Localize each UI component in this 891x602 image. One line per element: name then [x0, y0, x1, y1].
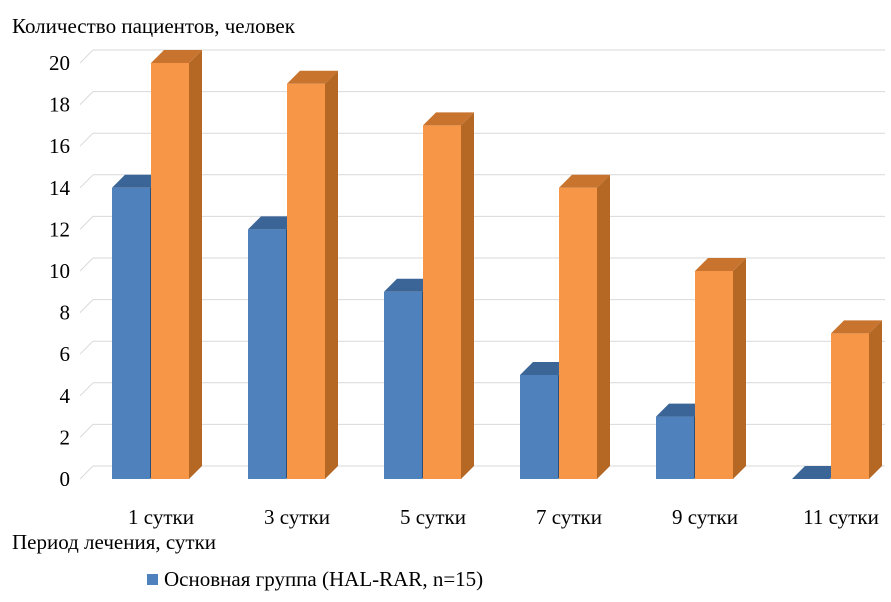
bar-series-1-1	[112, 187, 150, 480]
bar-series-2-5	[695, 271, 733, 479]
bar-series-2-6-top	[831, 320, 882, 334]
gridline-side	[79, 465, 94, 480]
gridline-side	[79, 382, 94, 397]
gridline-side	[79, 91, 94, 105]
y-tick-label: 8	[60, 301, 71, 325]
y-tick-label: 12	[49, 217, 70, 241]
y-tick-label: 4	[60, 384, 71, 408]
gridline-side	[79, 257, 94, 272]
bar-series-2-3-side	[461, 112, 474, 480]
x-axis-label: Период лечения, сутки	[12, 530, 217, 554]
gridline-side	[79, 424, 94, 438]
bar-series-2-2-side	[325, 70, 338, 480]
x-tick-label: 9 сутки	[672, 505, 738, 529]
bar-series-1-2-top	[248, 216, 299, 230]
legend: Основная группа (HAL-RAR, n=15)	[147, 567, 483, 592]
y-tick-label: 0	[60, 467, 71, 491]
bar-series-2-3-top	[423, 112, 474, 126]
x-tick-label: 11 сутки	[803, 505, 879, 529]
bar-series-1-1-top	[112, 174, 163, 188]
bar-series-2-4-side	[597, 174, 610, 480]
gridline-side	[79, 340, 94, 355]
bar-series-2-2-top	[287, 70, 338, 84]
y-axis-label: Количество пациентов, человек	[12, 14, 295, 38]
bar-series-2-6	[831, 333, 869, 479]
bar-series-2-1	[151, 63, 189, 479]
y-tick-label: 18	[49, 93, 70, 117]
x-tick-label: 3 сутки	[264, 505, 330, 529]
bar-series-1-5	[656, 416, 694, 479]
bar-series-2-6-side	[869, 320, 882, 479]
bar-series-2-4-top	[559, 174, 610, 188]
bar-series-2-5-top	[695, 258, 746, 271]
bar-series-1-2	[248, 229, 286, 479]
y-tick-label: 6	[60, 342, 71, 366]
gridline-side	[79, 174, 94, 189]
bar-series-1-6-top	[792, 466, 843, 479]
bar-series-1-5-top	[656, 403, 707, 417]
x-tick-label: 7 сутки	[536, 505, 602, 529]
bar-series-2-1-top	[151, 50, 202, 63]
gridline-side	[79, 216, 94, 230]
gridline-side	[79, 299, 94, 313]
y-tick-label: 10	[49, 259, 70, 283]
bar-series-1-3	[384, 291, 422, 479]
legend-label-series-1: Основная группа (HAL-RAR, n=15)	[164, 567, 484, 591]
y-tick-label: 14	[49, 176, 71, 200]
y-tick-label: 16	[49, 134, 70, 158]
x-tick-label: 1 сутки	[128, 505, 194, 529]
bar-series-2-2	[287, 83, 325, 480]
bar-series-2-3	[423, 125, 461, 480]
bar-series-2-1-side	[189, 50, 202, 479]
bar-series-2-5-side	[733, 258, 746, 479]
y-tick-label: 20	[49, 51, 70, 75]
bar-series-1-3-top	[384, 278, 435, 292]
gridline-side	[79, 132, 94, 147]
bar-series-1-4-top	[520, 362, 571, 375]
y-tick-label: 2	[60, 425, 71, 449]
gridline-side	[79, 49, 94, 64]
x-tick-label: 5 сутки	[400, 505, 466, 529]
legend-swatch-series-1	[147, 574, 158, 585]
bar-series-1-4	[520, 375, 558, 479]
bar-series-2-4	[559, 187, 597, 480]
